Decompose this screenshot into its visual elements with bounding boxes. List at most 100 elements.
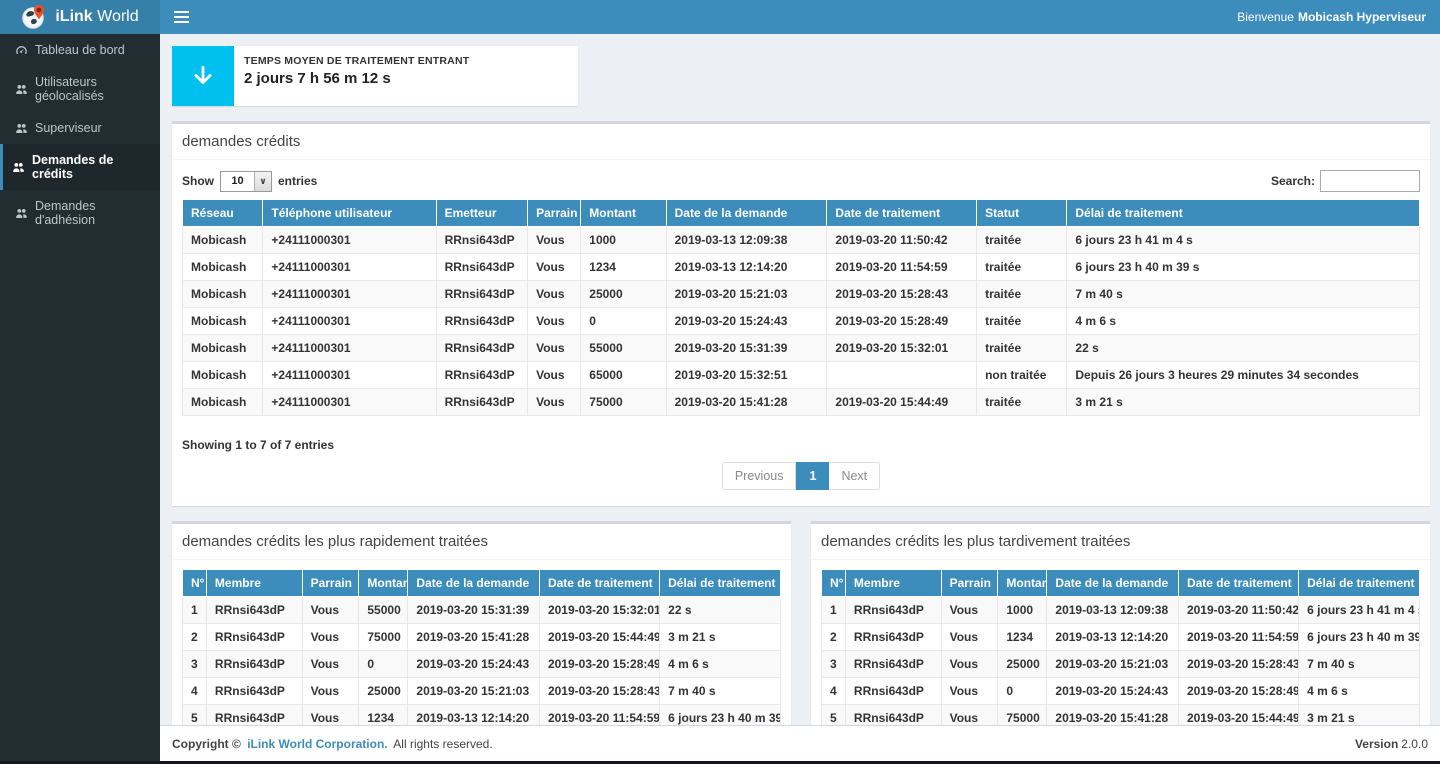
table-cell: 25000 — [358, 677, 409, 705]
table-cell: Mobicash — [181, 280, 264, 308]
show-label: Show — [182, 174, 214, 188]
table-cell: RRnsi643dP — [435, 226, 529, 254]
page-size-select[interactable]: 10 ∨ — [220, 170, 272, 192]
table-cell: Vous — [301, 596, 360, 624]
table-row: 1 RRnsi643dP Vous 55000 2019-03-20 15:31:39 2… — [182, 596, 781, 624]
pagination-previous-button[interactable]: Previous — [721, 462, 797, 490]
sidebar-item-demandes-adhesion[interactable]: Demandes d'adhésion — [0, 190, 160, 236]
column-header: Emetteur — [435, 200, 529, 227]
table-cell: RRnsi643dP — [205, 596, 303, 624]
column-header: Parrain — [527, 200, 582, 227]
sidebar-item-label: Demandes d'adhésion — [35, 199, 96, 227]
table-cell: 0 — [997, 677, 1048, 705]
table-cell: Vous — [527, 280, 582, 308]
column-header: Parrain — [301, 570, 360, 597]
footer: Copyright © iLink World Corporation. All… — [160, 725, 1440, 761]
table-cell: 2019-03-20 15:28:43 — [826, 280, 978, 308]
table-cell: 3 m 21 s — [659, 623, 781, 651]
table-cell: RRnsi643dP — [205, 650, 303, 678]
table-cell: 1000 — [580, 226, 667, 254]
table-cell: 2019-03-20 11:50:42 — [1177, 596, 1300, 624]
table-cell: 2019-03-20 15:28:49 — [826, 307, 978, 335]
search-input[interactable] — [1320, 170, 1420, 192]
column-header: Membre — [205, 570, 303, 597]
table-cell: traitée — [976, 280, 1068, 308]
company-link[interactable]: iLink World Corporation. — [247, 736, 388, 751]
column-header: Délai de traitement — [1066, 200, 1420, 227]
chevron-down-icon: ∨ — [254, 171, 271, 191]
panel-title: demandes crédits les plus tardivement tr… — [811, 524, 1430, 560]
table-cell: 2019-03-20 15:31:39 — [665, 334, 828, 362]
entries-label: entries — [278, 174, 318, 188]
table-row: Mobicash +24111000301 RRnsi643dP Vous 1234 20… — [181, 253, 1420, 281]
credits-requests-table: Réseau Téléphone utilisateur Emetteur Parra… — [181, 200, 1420, 416]
table-cell: RRnsi643dP — [435, 334, 529, 362]
users-icon — [15, 83, 28, 96]
table-row: Mobicash +24111000301 RRnsi643dP Vous 75000 2… — [181, 388, 1420, 416]
stat-label: TEMPS MOYEN DE TRAITEMENT ENTRANT — [244, 55, 470, 67]
table-cell: RRnsi643dP — [435, 307, 529, 335]
users-icon — [12, 161, 25, 174]
brand-title: iLink World — [55, 8, 139, 25]
table-cell: 3 — [182, 650, 207, 678]
table-cell: Vous — [301, 650, 360, 678]
version-text: Version 2.0.0 — [1354, 736, 1428, 751]
main-content: TEMPS MOYEN DE TRAITEMENT ENTRANT 2 jour… — [160, 34, 1440, 725]
table-cell: Vous — [940, 677, 999, 705]
table-cell — [826, 361, 978, 389]
table-cell: 5 — [182, 704, 207, 725]
sidebar-item-label: Demandes de crédits — [32, 153, 114, 181]
table-cell: 65000 — [580, 361, 667, 389]
table-cell: +24111000301 — [262, 280, 437, 308]
table-cell: 2 — [821, 623, 846, 651]
pagination-next-button[interactable]: Next — [829, 462, 881, 490]
table-cell: 2019-03-20 15:32:51 — [665, 361, 828, 389]
table-cell: 1234 — [580, 253, 667, 281]
copyright-text: Copyright © iLink World Corporation. All… — [172, 736, 493, 751]
table-summary: Showing 1 to 7 of 7 entries — [182, 438, 335, 452]
table-cell: 3 — [821, 650, 846, 678]
table-cell: Vous — [527, 361, 582, 389]
table-cell: 2019-03-20 15:21:03 — [665, 280, 828, 308]
table-cell: 2019-03-20 15:21:03 — [407, 677, 540, 705]
table-cell: 1234 — [358, 704, 409, 725]
sidebar-item-tableau-de-bord[interactable]: Tableau de bord — [0, 34, 160, 66]
table-cell: 2019-03-20 15:28:43 — [538, 677, 661, 705]
table-cell: Mobicash — [181, 388, 264, 416]
table-cell: 2019-03-20 15:21:03 — [1046, 650, 1179, 678]
table-cell: 2019-03-13 12:09:38 — [1046, 596, 1179, 624]
users-icon — [15, 207, 28, 220]
table-cell: 2019-03-20 15:41:28 — [407, 623, 540, 651]
column-header: Montant — [997, 570, 1048, 597]
pagination-page-1-button[interactable]: 1 — [796, 462, 830, 490]
table-cell: 1000 — [997, 596, 1048, 624]
table-cell: Vous — [527, 226, 582, 254]
table-cell: 1 — [182, 596, 207, 624]
column-header: Membre — [844, 570, 942, 597]
table-cell: 2019-03-20 15:24:43 — [407, 650, 540, 678]
table-cell: +24111000301 — [262, 388, 437, 416]
table-cell: Vous — [527, 388, 582, 416]
table-cell: 2019-03-20 15:28:43 — [1177, 650, 1300, 678]
sidebar-item-superviseur[interactable]: Superviseur — [0, 112, 160, 144]
column-header: Date de la demande — [1046, 570, 1179, 597]
panel-title: demandes crédits les plus rapidement tra… — [172, 524, 791, 560]
table-cell: Mobicash — [181, 361, 264, 389]
sidebar-toggle-icon[interactable] — [174, 0, 204, 34]
table-cell: 2019-03-20 15:31:39 — [407, 596, 540, 624]
table-cell: 6 jours 23 h 41 m 4 s — [1066, 226, 1420, 254]
bottom-edge-strip — [0, 761, 1440, 764]
table-cell: traitée — [976, 253, 1068, 281]
table-cell: 3 m 21 s — [1066, 388, 1420, 416]
panel-title: demandes crédits — [172, 124, 1430, 160]
sidebar-item-demandes-de-credits[interactable]: Demandes de crédits — [0, 144, 160, 190]
table-cell: RRnsi643dP — [205, 623, 303, 651]
table-cell: +24111000301 — [262, 226, 437, 254]
app-logo[interactable]: iLink World — [0, 0, 160, 34]
table-cell: 4 m 6 s — [1298, 677, 1420, 705]
sidebar-item-utilisateurs-geolocalises[interactable]: Utilisateurs géolocalisés — [0, 66, 160, 112]
column-header: Statut — [976, 200, 1068, 227]
stat-value: 2 jours 7 h 56 m 12 s — [244, 70, 391, 87]
table-cell: Vous — [301, 623, 360, 651]
latest-processed-panel: demandes crédits les plus tardivement tr… — [811, 521, 1430, 725]
